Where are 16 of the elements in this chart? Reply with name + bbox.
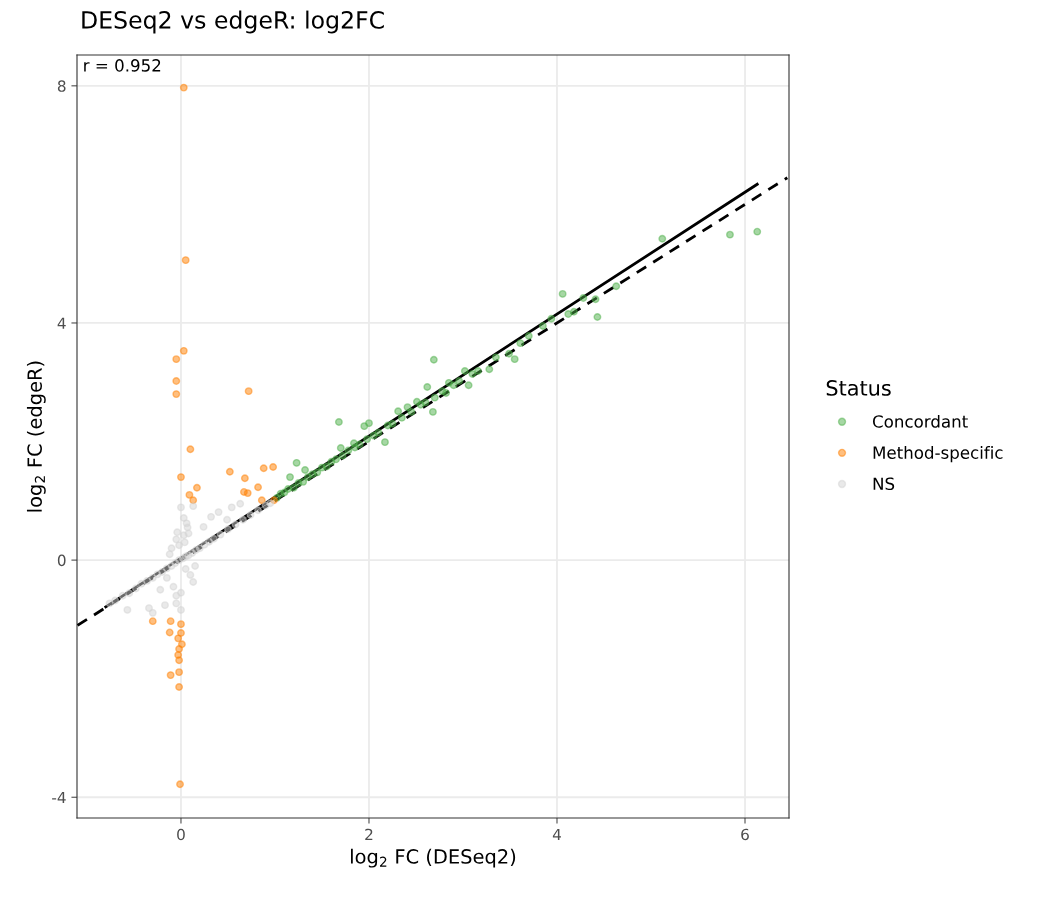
x-axis-title: log$_{2}$ FC (DESeq2) bbox=[351, 848, 516, 868]
legend-title: Status bbox=[826, 380, 891, 396]
legend-label: Concordant bbox=[872, 414, 968, 428]
y-tick-label: 8 bbox=[57, 80, 66, 92]
chart-title: DESeq2 vs edgeR: log2FC bbox=[82, 10, 384, 34]
y-axis-title: log$_{2}$ FC (edgeR) bbox=[26, 361, 46, 512]
x-tick-label: 6 bbox=[741, 828, 749, 841]
x-tick-label: 0 bbox=[177, 828, 185, 841]
annotation: r = 0.952 bbox=[84, 59, 161, 72]
legend-label: Method-specific bbox=[873, 446, 1003, 463]
y-tick-label: -4 bbox=[52, 791, 66, 804]
y-tick-label: 0 bbox=[57, 554, 66, 567]
y-tick-label: 4 bbox=[57, 317, 66, 329]
x-tick-label: 4 bbox=[552, 828, 561, 841]
legend-label: NS bbox=[873, 477, 895, 491]
x-tick-label: 2 bbox=[365, 828, 373, 841]
